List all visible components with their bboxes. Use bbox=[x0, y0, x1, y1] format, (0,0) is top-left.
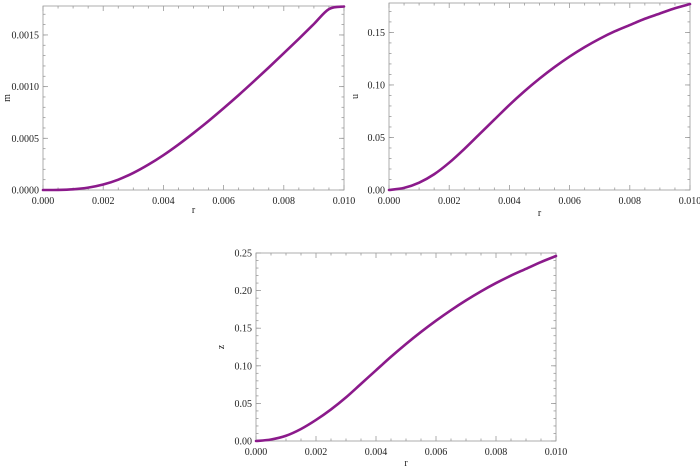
x-tick-label: 0.004 bbox=[498, 196, 521, 207]
y-axis-label: z bbox=[216, 344, 227, 349]
y-axis-label: u bbox=[350, 94, 361, 99]
x-tick-label: 0.006 bbox=[212, 196, 235, 207]
x-tick-label: 0.002 bbox=[305, 447, 328, 458]
x-tick-label: 0.008 bbox=[273, 196, 296, 207]
series-line-1 bbox=[254, 254, 558, 443]
x-tick-label: 0.008 bbox=[485, 447, 508, 458]
plot-frame bbox=[255, 252, 557, 442]
y-tick-label: 0.0015 bbox=[12, 30, 40, 41]
x-axis-label: r bbox=[192, 205, 196, 216]
x-tick-label: 0.000 bbox=[32, 196, 55, 207]
series-line-1 bbox=[387, 2, 692, 192]
series-line-1 bbox=[41, 5, 346, 192]
x-tick-label: 0.010 bbox=[545, 447, 568, 458]
y-tick-label: 0.00 bbox=[235, 437, 253, 448]
x-tick-label: 0.008 bbox=[619, 196, 642, 207]
y-tick-label: 0.00 bbox=[368, 186, 386, 197]
y-tick-label: 0.15 bbox=[235, 324, 253, 335]
x-tick-label: 0.000 bbox=[378, 196, 401, 207]
x-tick-label: 0.002 bbox=[438, 196, 461, 207]
y-tick-label: 0.10 bbox=[368, 80, 386, 91]
x-tick-label: 0.006 bbox=[425, 447, 448, 458]
y-axis-label: m bbox=[2, 94, 13, 102]
x-tick-label: 0.004 bbox=[365, 447, 388, 458]
y-tick-label: 0.05 bbox=[235, 399, 253, 410]
x-tick-label: 0.010 bbox=[679, 196, 700, 207]
plot-frame bbox=[42, 5, 345, 191]
chart-panel-3: 0.000 0.002 0.004 0.006 0.008 0.010 0.00 0.05 0.… bbox=[216, 249, 567, 470]
y-tick-label: 0.05 bbox=[368, 133, 386, 144]
x-tick-label: 0.010 bbox=[333, 196, 356, 207]
chart-panel-2: 0.000 0.002 0.004 0.006 0.008 0.010 0.00 0.05 0.… bbox=[350, 2, 700, 219]
y-tick-label: 0.10 bbox=[235, 361, 253, 372]
y-tick-label: 0.20 bbox=[235, 286, 253, 297]
x-tick-label: 0.006 bbox=[558, 196, 581, 207]
chart-panel-1: 0.000 0.002 0.004 0.006 0.008 0.010 0.0000 0.00… bbox=[2, 5, 356, 216]
x-axis-label: r bbox=[538, 208, 542, 219]
x-axis-label: r bbox=[404, 458, 408, 469]
x-tick-label: 0.002 bbox=[92, 196, 115, 207]
y-tick-label: 0.15 bbox=[368, 28, 386, 39]
x-tick-label: 0.000 bbox=[245, 447, 268, 458]
y-tick-label: 0.0000 bbox=[12, 186, 40, 197]
y-tick-label: 0.0010 bbox=[12, 82, 40, 93]
plot-frame bbox=[388, 2, 691, 191]
y-tick-label: 0.25 bbox=[235, 249, 253, 260]
y-tick-label: 0.0005 bbox=[12, 134, 40, 145]
x-tick-label: 0.004 bbox=[152, 196, 175, 207]
